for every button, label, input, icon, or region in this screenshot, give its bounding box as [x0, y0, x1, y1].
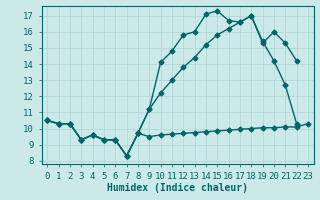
X-axis label: Humidex (Indice chaleur): Humidex (Indice chaleur) — [107, 183, 248, 193]
